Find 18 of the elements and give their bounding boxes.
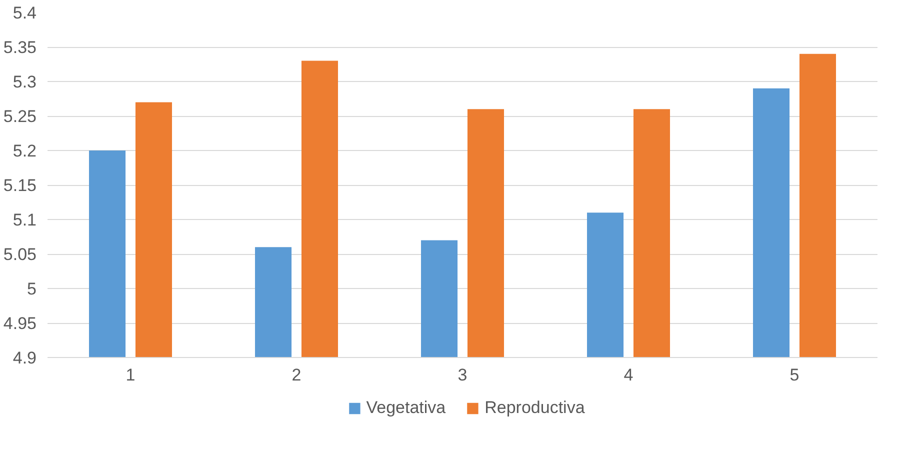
y-tick-label: 5.25 [3,107,37,126]
x-tick-label: 1 [126,366,136,384]
y-tick-label: 5.15 [3,176,37,195]
x-tick-label: 2 [292,366,302,384]
x-tick-label: 3 [458,366,468,384]
y-tick-label: 5.4 [12,4,37,22]
x-tick-label: 4 [624,366,634,384]
y-tick-label: 5.35 [3,38,37,57]
x-tick-label: 5 [790,366,800,384]
y-tick-label: 5.05 [3,245,37,264]
y-tick-label: 5 [27,280,37,298]
y-tick-label: 4.95 [3,314,37,333]
y-tick-label: 5.2 [12,142,37,160]
y-tick-label: 5.1 [12,210,37,230]
legend-label: Vegetativa [366,398,446,418]
y-tick-label: 5.3 [12,72,37,92]
y-tick-label: 4.9 [12,348,37,368]
legend-label: Reproductiva [484,398,585,418]
